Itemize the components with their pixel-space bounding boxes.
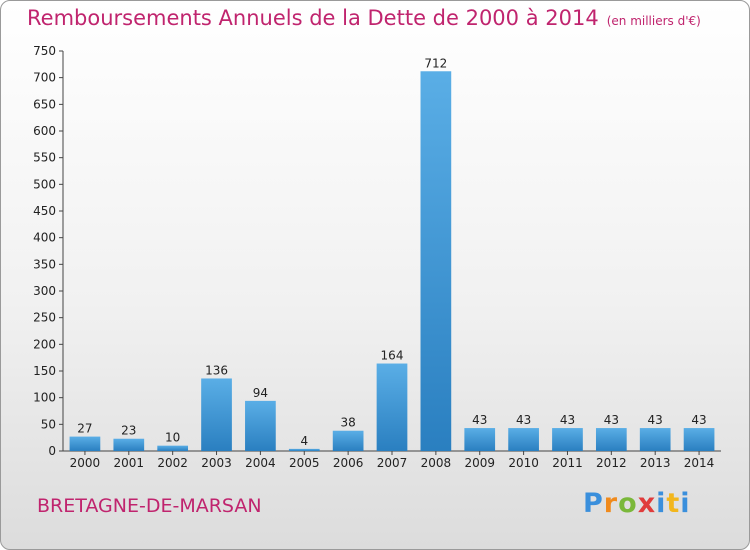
chart-unit: (en milliers d'€)	[606, 14, 701, 28]
y-tick-label: 700	[33, 71, 56, 85]
y-tick-label: 450	[33, 204, 56, 218]
bar	[157, 445, 189, 451]
y-tick-label: 300	[33, 284, 56, 298]
bar	[595, 428, 627, 451]
x-tick-label: 2012	[596, 456, 627, 470]
y-tick-label: 0	[48, 444, 56, 458]
x-tick-label: 2014	[684, 456, 715, 470]
y-tick-label: 50	[41, 417, 56, 431]
x-tick-label: 2002	[157, 456, 188, 470]
x-tick-label: 2006	[333, 456, 364, 470]
data-label: 10	[165, 431, 180, 445]
y-tick-label: 150	[33, 364, 56, 378]
data-label: 164	[381, 349, 404, 363]
x-tick-label: 2011	[552, 456, 583, 470]
data-label: 136	[205, 363, 228, 377]
x-tick-label: 2007	[377, 456, 408, 470]
data-label: 43	[691, 413, 706, 427]
x-tick-label: 2005	[289, 456, 320, 470]
data-label: 23	[121, 424, 136, 438]
proxiti-logo: Proxiti	[583, 488, 691, 519]
bar	[683, 428, 715, 451]
x-tick-label: 2003	[201, 456, 232, 470]
data-label: 43	[516, 413, 531, 427]
data-label: 712	[424, 56, 447, 70]
data-label: 43	[648, 413, 663, 427]
data-label: 43	[604, 413, 619, 427]
bar	[288, 448, 320, 451]
bar	[552, 428, 583, 451]
commune-name: BRETAGNE-DE-MARSAN	[37, 495, 262, 517]
bar	[464, 428, 496, 451]
y-tick-label: 250	[33, 311, 56, 325]
x-tick-label: 2008	[421, 456, 452, 470]
y-tick-label: 400	[33, 231, 56, 245]
y-tick-label: 200	[33, 337, 56, 351]
chart-title-text: Remboursements Annuels de la Dette de 20…	[27, 6, 599, 30]
bar	[332, 430, 364, 451]
y-tick-label: 500	[33, 177, 56, 191]
data-label: 4	[300, 434, 308, 448]
data-label: 38	[340, 416, 355, 430]
bar	[420, 71, 452, 452]
y-tick-label: 100	[33, 391, 56, 405]
bar	[245, 400, 276, 451]
y-tick-label: 600	[33, 124, 56, 138]
y-tick-label: 550	[33, 151, 56, 165]
x-tick-label: 2013	[640, 456, 671, 470]
x-tick-label: 2000	[70, 456, 101, 470]
chart-title: Remboursements Annuels de la Dette de 20…	[27, 6, 701, 30]
data-label: 27	[77, 422, 92, 436]
data-label: 43	[560, 413, 575, 427]
y-tick-label: 750	[33, 44, 56, 58]
x-tick-label: 2004	[245, 456, 276, 470]
bar	[69, 436, 101, 451]
bar	[639, 428, 671, 451]
x-tick-label: 2009	[464, 456, 495, 470]
x-tick-label: 2001	[114, 456, 145, 470]
data-label: 43	[472, 413, 487, 427]
x-tick-label: 2010	[508, 456, 539, 470]
data-label: 94	[253, 386, 268, 400]
bar	[113, 438, 145, 451]
bar	[376, 363, 408, 451]
y-tick-label: 350	[33, 257, 56, 271]
y-tick-label: 650	[33, 97, 56, 111]
bar	[508, 428, 539, 451]
bar	[201, 378, 232, 451]
